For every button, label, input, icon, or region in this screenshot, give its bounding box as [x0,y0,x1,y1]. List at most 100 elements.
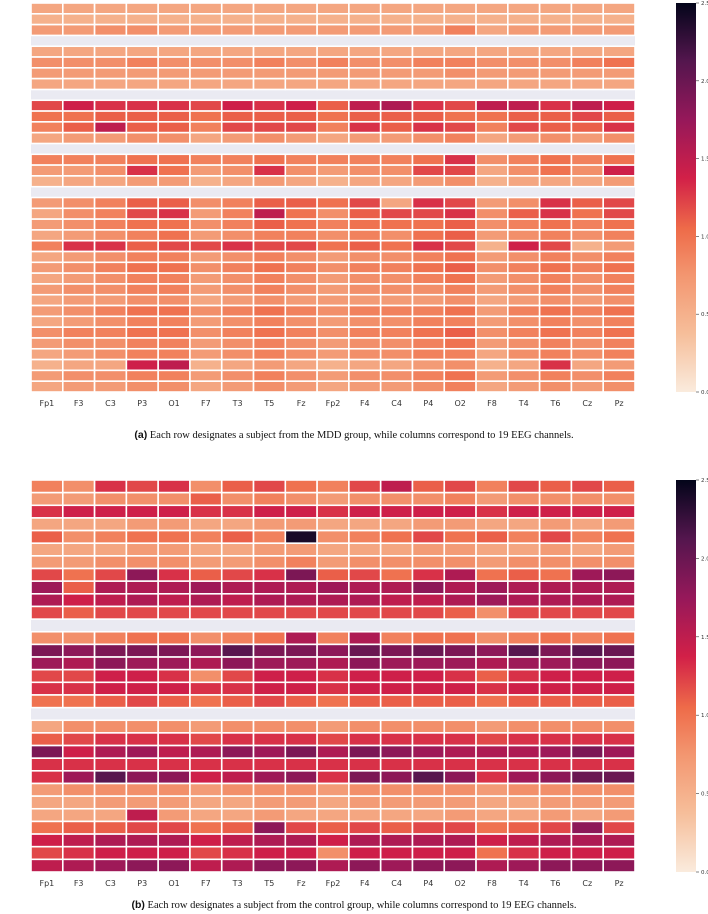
x-tick-label: O2 [454,399,465,408]
heatmap-cell [93,13,128,26]
heatmap-cell [252,694,287,709]
heatmap-cell [252,795,287,810]
heatmap-cell [125,643,159,658]
heatmap-cell [61,694,96,709]
heatmap-cell [538,110,573,123]
heatmap-cell [189,491,223,507]
heatmap-cell [189,326,223,339]
x-tick-label: Fp2 [326,879,341,888]
heatmap-cell [316,529,350,545]
heatmap-cell [316,131,350,145]
heatmap-cell [61,2,96,15]
heatmap-cell [570,272,605,285]
heatmap-panel-a: Fp1 F3 C3 P3 O1 F7 T3 T5 Fz Fp2 F4 C4 P4 O2 F8 T4 T6 Cz Pz… [30,1,708,408]
heatmap-cell [379,56,414,69]
heatmap-cell [348,567,382,582]
heatmap-cell [475,347,509,361]
heatmap-cell [316,479,350,494]
heatmap-cell [538,218,573,231]
heatmap-cell [252,820,287,835]
heatmap-cell [348,491,382,507]
heatmap-cell [189,845,223,861]
heatmap-cell [30,630,64,646]
heatmap-cell [379,229,414,242]
heatmap-cell [443,479,477,494]
heatmap-cell [443,23,477,37]
colorbar-tick-label: 0.0 [701,870,708,876]
heatmap-cell [284,555,318,570]
heatmap-cell [411,858,446,873]
heatmap-cell [602,164,636,177]
x-tick-label: F7 [201,879,211,888]
heatmap-cell [348,858,382,873]
heatmap-cell [30,358,64,372]
heatmap-cell [379,795,414,810]
heatmap-cell [443,555,477,570]
heatmap-cell [379,380,414,393]
heatmap-cell [284,782,318,797]
heatmap-cell [30,207,64,220]
heatmap-cell [189,207,223,220]
heatmap-cell [125,757,159,772]
heatmap-cell [284,605,318,620]
heatmap-cell [220,656,255,671]
heatmap-cell [252,121,287,134]
heatmap-cell [538,315,573,328]
heatmap-cell [602,347,636,361]
heatmap-cell [507,67,541,80]
heatmap-cell [157,580,191,595]
heatmap-cell [220,593,255,608]
heatmap-cell [30,337,64,350]
heatmap-cell [61,369,96,383]
heatmap-cell [602,23,636,37]
heatmap-cell [125,2,159,15]
heatmap-cell [475,668,509,684]
heatmap-cell [507,45,541,58]
heatmap-cell [30,77,64,91]
heatmap-cell [507,744,541,759]
heatmap-cell [157,2,191,15]
heatmap-cell [379,681,414,696]
x-tick-label: F8 [487,399,497,408]
heatmap-cell [316,229,350,242]
heatmap-cell [30,694,64,709]
heatmap-cell [443,820,477,835]
heatmap-cell [443,207,477,220]
heatmap-cell [61,175,96,188]
heatmap-cell [220,858,255,873]
heatmap-cell [157,99,191,112]
heatmap-cell [157,491,191,507]
heatmap-cell [475,567,509,582]
heatmap-cell [379,719,414,734]
heatmap-cell [125,479,159,494]
heatmap-cell [538,567,573,582]
heatmap-cell [284,757,318,772]
heatmap-cell [61,131,96,145]
heatmap-cell [379,250,414,264]
heatmap-cell [284,131,318,145]
heatmap-cell [348,56,382,69]
heatmap-cell [379,744,414,759]
heatmap-cell [189,250,223,264]
heatmap-cell [443,504,477,519]
heatmap-cell [30,67,64,80]
heatmap-cell [316,694,350,709]
heatmap-cell [475,121,509,134]
heatmap-cell [157,153,191,166]
heatmap-cell [475,643,509,658]
heatmap-cell [61,250,96,264]
heatmap-cell [157,694,191,709]
heatmap-cell [125,45,159,58]
heatmap-cell [379,567,414,582]
heatmap-cell [61,153,96,166]
heatmap-cell [411,605,446,620]
x-tick-label: F4 [360,879,370,888]
heatmap-cell [284,656,318,671]
heatmap-cell [570,293,605,307]
heatmap-cell [125,770,159,785]
heatmap-cell [189,795,223,810]
heatmap-cell [125,681,159,696]
heatmap-cell [348,283,382,296]
heatmap-cell [475,833,509,848]
x-tick-label: P4 [423,399,433,408]
